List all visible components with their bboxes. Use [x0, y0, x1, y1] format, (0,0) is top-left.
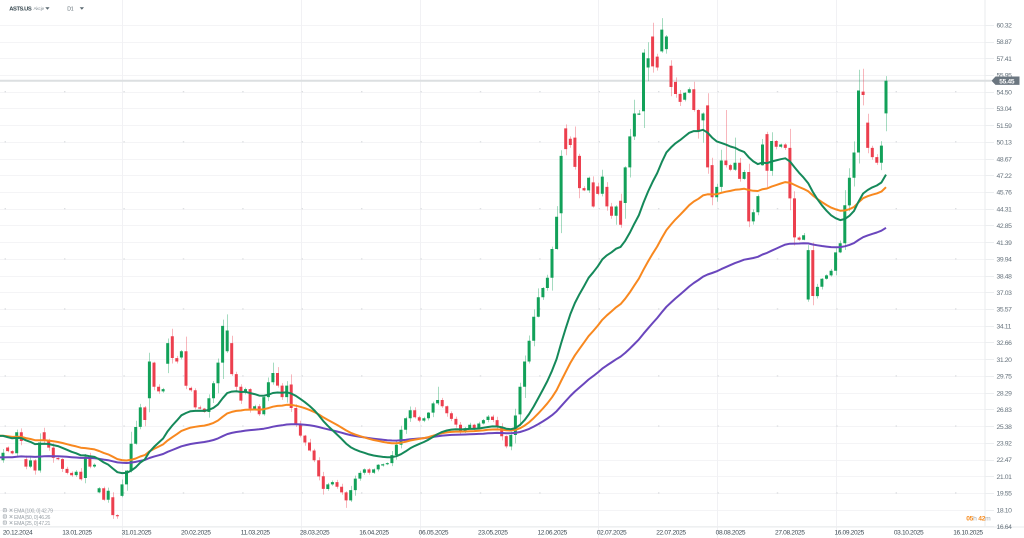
svg-text:02.07.2025: 02.07.2025: [597, 529, 627, 536]
svg-text:47.22: 47.22: [997, 173, 1013, 180]
svg-text:35.57: 35.57: [997, 307, 1013, 314]
svg-text:EMA [25, 0] 47.21: EMA [25, 0] 47.21: [14, 521, 51, 527]
svg-text:12.06.2025: 12.06.2025: [537, 529, 567, 536]
svg-text:19.55: 19.55: [997, 491, 1013, 498]
svg-text:48.67: 48.67: [997, 156, 1013, 163]
svg-text:Akcje: Akcje: [34, 6, 45, 11]
svg-text:16.64: 16.64: [997, 524, 1013, 531]
svg-text:55.95: 55.95: [997, 73, 1013, 80]
svg-text:16.10.2025: 16.10.2025: [953, 529, 983, 536]
svg-text:18.10: 18.10: [997, 507, 1013, 514]
svg-text:54.50: 54.50: [997, 89, 1013, 96]
svg-text:16.04.2025: 16.04.2025: [359, 529, 389, 536]
svg-text:45.76: 45.76: [997, 190, 1013, 197]
svg-text:22.07.2025: 22.07.2025: [656, 529, 686, 536]
svg-text:27.08.2025: 27.08.2025: [775, 529, 805, 536]
svg-text:44.31: 44.31: [997, 206, 1013, 213]
svg-text:53.04: 53.04: [997, 106, 1013, 113]
svg-text:58.87: 58.87: [997, 39, 1013, 46]
svg-text:EMA [50, 0] 46.26: EMA [50, 0] 46.26: [14, 515, 51, 521]
svg-text:03.10.2025: 03.10.2025: [894, 529, 924, 536]
svg-text:55.45: 55.45: [999, 78, 1015, 85]
svg-text:51.59: 51.59: [997, 123, 1013, 130]
svg-text:29.75: 29.75: [997, 374, 1013, 381]
svg-text:08.08.2025: 08.08.2025: [716, 529, 746, 536]
svg-text:21.01: 21.01: [997, 474, 1013, 481]
svg-text:11.03.2025: 11.03.2025: [241, 529, 271, 536]
svg-text:05h 42m: 05h 42m: [966, 516, 991, 523]
svg-text:26.83: 26.83: [997, 407, 1013, 414]
svg-text:ASTS.US: ASTS.US: [9, 6, 32, 12]
svg-text:20.12.2024: 20.12.2024: [3, 529, 33, 536]
svg-text:25.38: 25.38: [997, 424, 1013, 431]
svg-text:23.05.2025: 23.05.2025: [478, 529, 508, 536]
svg-text:13.01.2025: 13.01.2025: [62, 529, 92, 536]
svg-text:D1: D1: [67, 6, 74, 12]
svg-text:22.47: 22.47: [997, 457, 1013, 464]
svg-text:37.03: 37.03: [997, 290, 1013, 297]
svg-text:34.11: 34.11: [997, 324, 1012, 331]
svg-text:20.02.2025: 20.02.2025: [181, 529, 211, 536]
svg-text:06.05.2025: 06.05.2025: [419, 529, 449, 536]
svg-text:57.41: 57.41: [997, 56, 1013, 63]
svg-text:42.85: 42.85: [997, 223, 1013, 230]
svg-text:23.92: 23.92: [997, 441, 1013, 448]
svg-text:50.13: 50.13: [997, 140, 1013, 147]
svg-text:39.94: 39.94: [997, 257, 1013, 264]
svg-text:31.20: 31.20: [997, 357, 1013, 364]
svg-text:38.48: 38.48: [997, 273, 1013, 280]
svg-text:28.29: 28.29: [997, 390, 1013, 397]
svg-text:60.32: 60.32: [997, 23, 1013, 30]
svg-text:16.09.2025: 16.09.2025: [834, 529, 864, 536]
svg-text:EMA [100, 0] 42.79: EMA [100, 0] 42.79: [14, 509, 53, 515]
svg-text:31.01.2025: 31.01.2025: [122, 529, 152, 536]
svg-text:32.66: 32.66: [997, 340, 1013, 347]
svg-text:41.39: 41.39: [997, 240, 1013, 247]
svg-text:28.03.2025: 28.03.2025: [300, 529, 330, 536]
